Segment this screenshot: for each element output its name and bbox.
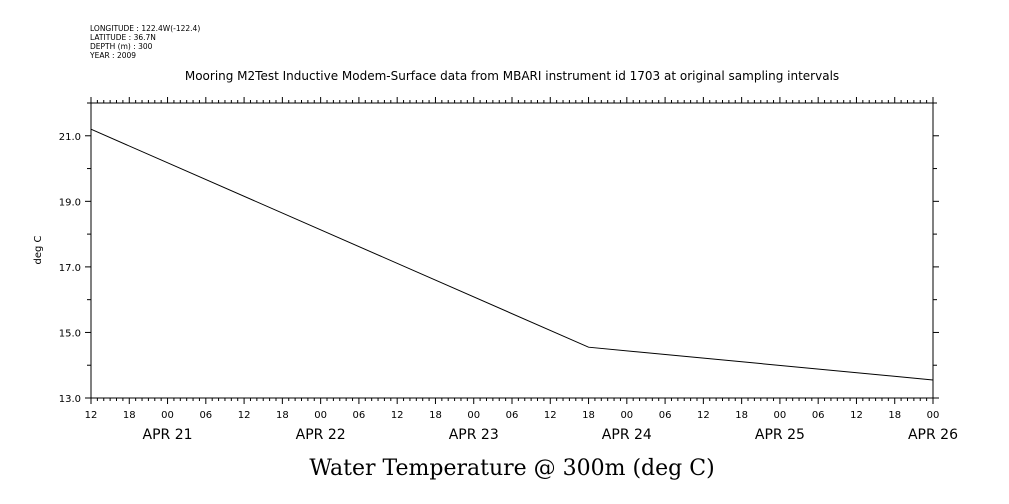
x-date-label: APR 22 [296,427,346,443]
y-tick-label: 19.0 [59,197,81,208]
y-tick-label: 15.0 [59,328,81,339]
metadata-block: LONGITUDE : 122.4W(-122.4) LATITUDE : 36… [89,24,200,60]
y-tick-label: 17.0 [59,263,81,274]
x-date-label: APR 26 [908,427,958,443]
y-tick-label: 13.0 [59,394,81,405]
x-tick-label: 18 [582,410,595,421]
x-date-label: APR 21 [143,427,193,443]
plot-frame [90,102,934,399]
x-tick-label: 00 [774,410,787,421]
x-date-label: APR 25 [755,427,805,443]
x-date-label: APR 23 [449,427,499,443]
chart-title: Mooring M2Test Inductive Modem-Surface d… [185,69,839,83]
meta-longitude: LONGITUDE : 122.4W(-122.4) [90,24,200,33]
y-tick-labels: 21.0 19.0 17.0 15.0 13.0 [59,132,81,405]
x-tick-label: 18 [123,410,136,421]
x-tick-label: 06 [199,410,212,421]
x-tick-label: 18 [888,410,901,421]
x-tick-label: 12 [85,410,98,421]
x-tick-labels: 12 18 00 06 12 18 00 06 12 18 00 06 12 18 00 06 12 18 00 06… [85,410,940,421]
x-tick-label: 12 [544,410,557,421]
x-tick-label: 06 [353,410,366,421]
x-tick-label: 12 [238,410,251,421]
series-line [90,128,934,381]
x-tick-label: 06 [659,410,672,421]
x-date-labels: APR 21 APR 22 APR 23 APR 24 APR 25 APR 26 [143,427,959,443]
y-axis-label: deg C [33,235,44,264]
x-tick-label: 18 [276,410,289,421]
y-tick-label: 21.0 [59,132,81,143]
x-tick-label: 06 [506,410,519,421]
x-tick-label: 12 [697,410,710,421]
x-tick-label: 00 [314,410,327,421]
meta-year: YEAR : 2009 [89,51,136,60]
axis-ticks [85,97,939,404]
x-tick-label: 06 [812,410,825,421]
x-tick-label: 00 [927,410,940,421]
x-tick-label: 12 [850,410,863,421]
x-tick-label: 18 [429,410,442,421]
x-date-label: APR 24 [602,427,652,443]
x-tick-label: 00 [161,410,174,421]
series-layer [90,128,934,381]
x-tick-label: 00 [620,410,633,421]
chart-caption: Water Temperature @ 300m (deg C) [309,456,714,481]
meta-latitude: LATITUDE : 36.7N [90,33,156,42]
meta-depth: DEPTH (m) : 300 [90,42,153,51]
x-tick-label: 00 [467,410,480,421]
x-tick-label: 12 [391,410,404,421]
x-tick-label: 18 [735,410,748,421]
